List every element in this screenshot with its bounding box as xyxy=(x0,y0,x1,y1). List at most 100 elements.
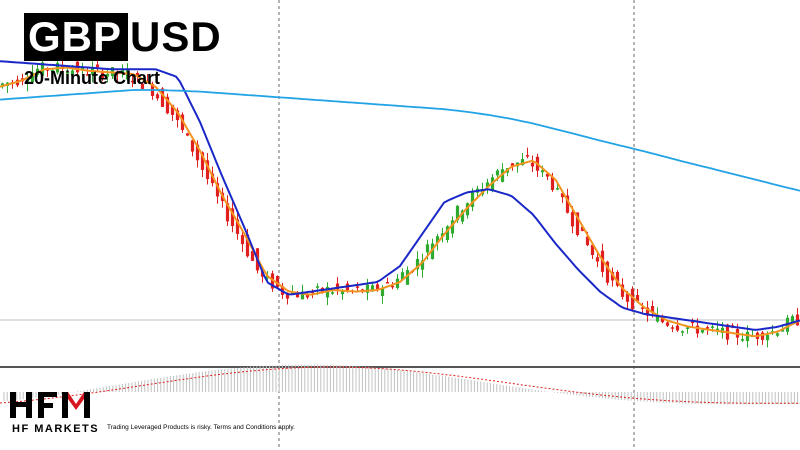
bearish-candle xyxy=(620,284,625,297)
bearish-candle xyxy=(510,163,515,167)
bearish-candle xyxy=(200,152,205,170)
bullish-candle xyxy=(540,170,545,173)
bearish-candle xyxy=(570,212,575,227)
bearish-candle xyxy=(670,327,675,329)
bullish-candle xyxy=(775,333,780,336)
bearish-candle xyxy=(610,272,615,281)
bearish-candle xyxy=(195,144,200,161)
bullish-candle xyxy=(740,339,745,341)
bearish-candle xyxy=(295,294,300,298)
bullish-candle xyxy=(460,210,465,222)
chart-title: GBP USD xyxy=(24,13,222,61)
bearish-candle xyxy=(235,219,240,234)
bullish-candle xyxy=(790,316,795,323)
bearish-candle xyxy=(160,88,165,107)
bullish-candle xyxy=(125,70,130,80)
bearish-candle xyxy=(695,325,700,334)
bearish-candle xyxy=(625,293,630,302)
bullish-candle xyxy=(105,73,110,77)
bullish-candle xyxy=(370,285,375,292)
slow-moving-average-line xyxy=(0,89,800,192)
bearish-candle xyxy=(390,285,395,288)
bullish-candle xyxy=(470,191,475,208)
bullish-candle xyxy=(710,326,715,328)
bullish-candle xyxy=(720,327,725,334)
bearish-candle xyxy=(215,183,220,197)
hfm-logo-icon xyxy=(10,392,90,418)
bearish-candle xyxy=(250,251,255,261)
medium-moving-average-line xyxy=(0,60,800,331)
bullish-candle xyxy=(420,260,425,270)
bearish-candle xyxy=(375,284,380,290)
bullish-candle xyxy=(70,70,75,76)
bullish-candle xyxy=(340,290,345,295)
bearish-candle xyxy=(245,234,250,257)
bearish-candle xyxy=(275,276,280,288)
bearish-candle xyxy=(565,195,570,213)
bearish-candle xyxy=(660,317,665,323)
bullish-candle xyxy=(405,270,410,285)
bearish-candle xyxy=(175,110,180,121)
bearish-candle xyxy=(580,226,585,232)
bullish-candle xyxy=(765,334,770,341)
bearish-candle xyxy=(205,160,210,180)
bullish-candle xyxy=(120,68,125,74)
bullish-candle xyxy=(685,327,690,329)
bearish-candle xyxy=(545,173,550,177)
bullish-candle xyxy=(680,331,685,333)
bearish-candle xyxy=(355,286,360,288)
bullish-candle xyxy=(415,258,420,270)
bullish-candle xyxy=(555,188,560,190)
bearish-candle xyxy=(85,74,90,76)
bearish-candle xyxy=(550,177,555,191)
bearish-candle xyxy=(335,283,340,290)
bearish-candle xyxy=(650,306,655,313)
bearish-candle xyxy=(530,162,535,167)
brand-name: HF MARKETS xyxy=(12,423,100,435)
bearish-candle xyxy=(525,155,530,157)
bearish-candle xyxy=(225,203,230,222)
bearish-candle xyxy=(240,235,245,245)
bullish-candle xyxy=(65,72,70,74)
bearish-candle xyxy=(95,64,100,68)
bearish-candle xyxy=(170,104,175,115)
bearish-candle xyxy=(640,307,645,309)
bearish-candle xyxy=(645,307,650,316)
bearish-candle xyxy=(190,140,195,152)
bullish-candle xyxy=(435,236,440,243)
bullish-candle xyxy=(430,243,435,260)
bullish-candle xyxy=(745,331,750,342)
bullish-candle xyxy=(425,244,430,253)
bearish-candle xyxy=(675,325,680,331)
bearish-candle xyxy=(230,208,235,226)
bearish-candle xyxy=(635,295,640,302)
risk-disclaimer: Trading Leveraged Products is risky. Ter… xyxy=(107,424,295,431)
bullish-candle xyxy=(450,220,455,234)
bearish-candle xyxy=(130,80,135,83)
bearish-candle xyxy=(795,314,800,326)
bearish-candle xyxy=(165,96,170,114)
bearish-candle xyxy=(630,288,635,310)
bullish-candle xyxy=(495,170,500,176)
bullish-candle xyxy=(445,226,450,240)
bearish-candle xyxy=(285,292,290,299)
bullish-candle xyxy=(380,287,385,297)
bullish-candle xyxy=(290,292,295,294)
bullish-candle xyxy=(520,159,525,166)
bearish-candle xyxy=(155,94,160,99)
bearish-candle xyxy=(305,293,310,298)
bearish-candle xyxy=(585,236,590,246)
bullish-candle xyxy=(455,205,460,221)
bearish-candle xyxy=(140,83,145,89)
bearish-candle xyxy=(385,282,390,284)
bearish-candle xyxy=(135,72,140,76)
bullish-candle xyxy=(500,169,505,182)
bullish-candle xyxy=(485,182,490,187)
bullish-candle xyxy=(715,328,720,331)
bullish-candle xyxy=(30,72,35,83)
bearish-candle xyxy=(185,133,190,136)
bearish-candle xyxy=(605,261,610,283)
bearish-candle xyxy=(100,70,105,79)
bearish-candle xyxy=(665,322,670,326)
